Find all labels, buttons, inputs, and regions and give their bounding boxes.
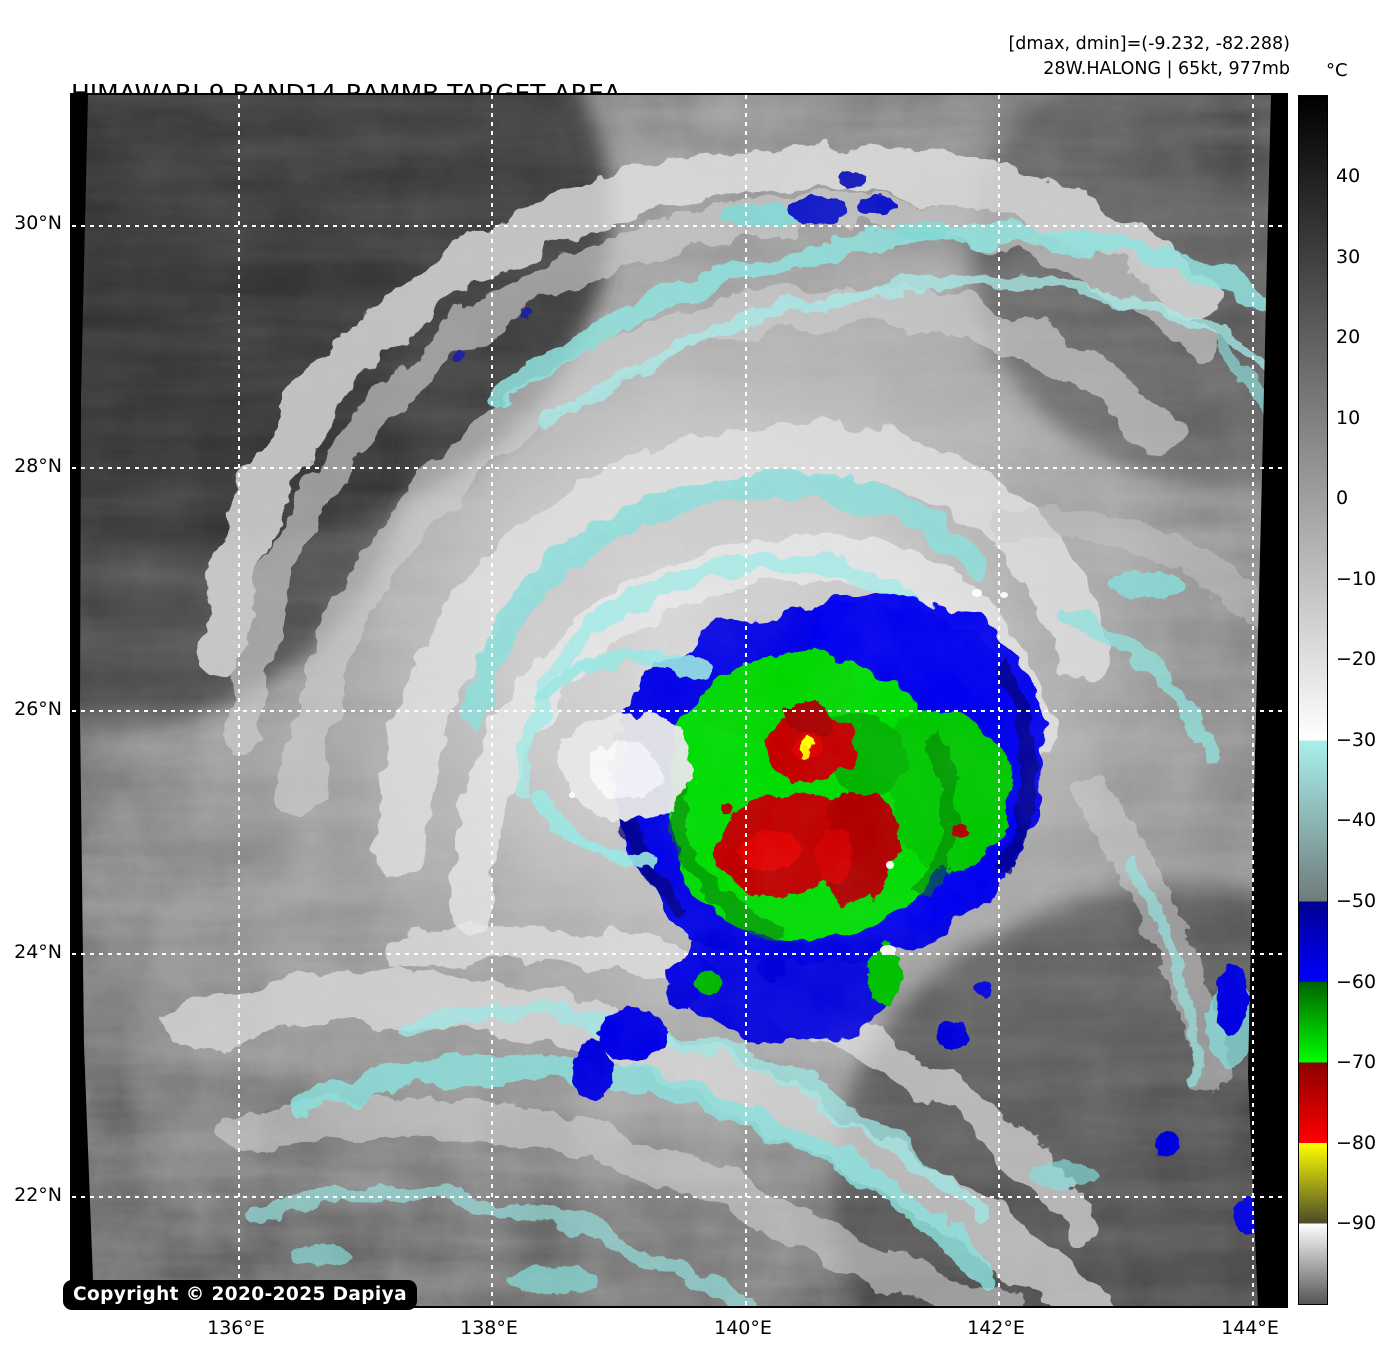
colorbar-tick-40: 40 (1336, 165, 1361, 187)
colorbar-tick-m50: −50 (1336, 890, 1377, 912)
colorbar-tick-m40: −40 (1336, 809, 1377, 831)
x-tick-label-136E: 136°E (207, 1317, 265, 1339)
x-tick-label-142E: 142°E (967, 1317, 1025, 1339)
colorbar-tick-0: 0 (1336, 487, 1349, 509)
colorbar-tick-m20: −20 (1336, 648, 1377, 670)
x-tick-label-140E: 140°E (714, 1317, 772, 1339)
storm-info-label: 28W.HALONG | 65kt, 977mb (1043, 58, 1290, 79)
colorbar-tick-20: 20 (1336, 326, 1361, 348)
colorbar-tick-m30: −30 (1336, 729, 1377, 751)
y-tick-label-30N: 30°N (14, 212, 62, 234)
colorbar-tick-30: 30 (1336, 246, 1361, 268)
colorbar-tick-m10: −10 (1336, 568, 1377, 590)
dmax-dmin-label: [dmax, dmin]=(-9.232, -82.288) (1008, 34, 1290, 54)
colorbar-unit-label: °C (1326, 60, 1348, 81)
x-tick-label-144E: 144°E (1221, 1317, 1279, 1339)
colorbar-gradient (1299, 96, 1327, 1304)
metadata-block: [dmax, dmin]=(-9.232, -82.288) 28W.HALON… (1008, 32, 1290, 82)
colorbar-tick-m70: −70 (1336, 1051, 1377, 1073)
satellite-ir-imagery (72, 95, 1286, 1306)
y-tick-label-22N: 22°N (14, 1184, 62, 1206)
x-tick-label-138E: 138°E (460, 1317, 518, 1339)
y-tick-label-28N: 28°N (14, 455, 62, 477)
temperature-colorbar[interactable] (1298, 95, 1328, 1305)
colorbar-tick-m60: −60 (1336, 971, 1377, 993)
y-tick-label-26N: 26°N (14, 698, 62, 720)
colorbar-tick-10: 10 (1336, 407, 1361, 429)
copyright-badge: Copyright © 2020-2025 Dapiya (63, 1280, 417, 1310)
colorbar-tick-m90: −90 (1336, 1212, 1377, 1234)
colorbar-tick-m80: −80 (1336, 1132, 1377, 1154)
satellite-image-plot[interactable] (70, 93, 1288, 1308)
y-tick-label-24N: 24°N (14, 941, 62, 963)
